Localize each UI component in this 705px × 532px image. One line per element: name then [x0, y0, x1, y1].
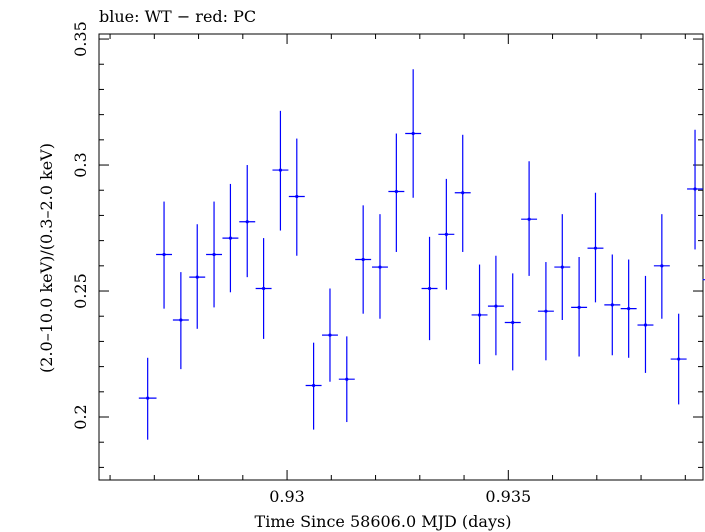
point-marker — [162, 252, 166, 257]
data-point — [222, 183, 239, 293]
data-point — [554, 214, 571, 320]
point-marker — [361, 257, 365, 262]
y-axis-label: (2.0–10.0 keV)/(0.3–2.0 keV) — [37, 143, 56, 373]
point-marker — [660, 264, 664, 268]
data-point — [521, 161, 538, 276]
point-marker — [511, 320, 515, 325]
x-tick-label: 0.935 — [485, 487, 531, 506]
data-point — [670, 313, 687, 405]
data-point — [272, 110, 289, 231]
data-point — [471, 264, 488, 365]
point-marker — [312, 383, 316, 388]
data-point — [438, 178, 455, 290]
plot-frame — [98, 33, 704, 481]
point-marker — [195, 275, 199, 279]
point-marker — [278, 168, 283, 172]
point-marker — [527, 217, 531, 221]
data-point — [355, 205, 372, 314]
y-tick-label: 0.35 — [71, 21, 90, 57]
point-marker — [693, 187, 697, 191]
point-marker — [577, 305, 581, 309]
data-point — [421, 236, 438, 341]
data-point — [687, 129, 703, 250]
data-point — [637, 275, 654, 373]
y-tick-label: 0.25 — [71, 273, 90, 309]
x-tick-label: 0.93 — [269, 487, 305, 506]
point-marker — [295, 194, 299, 199]
data-point — [604, 254, 621, 356]
point-marker — [610, 303, 614, 307]
point-marker — [444, 232, 448, 236]
point-marker — [345, 377, 349, 381]
point-marker — [593, 246, 598, 250]
point-marker — [427, 286, 432, 291]
point-marker — [627, 307, 631, 311]
chart-title: blue: WT − red: PC — [99, 7, 256, 26]
point-marker — [212, 252, 216, 257]
point-marker — [179, 318, 183, 322]
data-point — [288, 138, 305, 256]
point-marker — [677, 357, 681, 361]
data-point — [587, 192, 604, 303]
data-point — [156, 201, 173, 309]
point-marker — [378, 265, 382, 269]
data-point — [388, 133, 405, 252]
data-point — [405, 69, 422, 198]
data-point — [487, 255, 504, 356]
data-point — [537, 262, 554, 361]
y-axis-ticks: 0.2 0.25 0.3 0.35 — [71, 21, 703, 468]
data-point — [653, 214, 670, 319]
data-point — [138, 357, 157, 440]
x-axis-label: Time Since 58606.0 MJD (days) — [255, 512, 512, 531]
data-point — [322, 288, 338, 382]
data-point — [305, 342, 322, 430]
data-point — [504, 273, 521, 371]
point-marker — [560, 265, 564, 269]
data-point — [620, 259, 637, 358]
data-point — [189, 224, 206, 329]
data-point — [454, 134, 471, 252]
data-point — [172, 272, 189, 370]
data-point — [255, 238, 272, 339]
point-marker — [328, 333, 332, 337]
data-points — [138, 69, 705, 440]
data-point — [372, 214, 388, 319]
data-point — [338, 336, 355, 423]
data-point — [239, 165, 256, 278]
point-marker — [461, 191, 465, 195]
data-point — [571, 257, 588, 357]
point-marker — [544, 309, 548, 313]
point-marker — [411, 131, 415, 136]
data-point — [206, 201, 223, 308]
point-marker — [146, 396, 150, 400]
point-marker — [477, 313, 482, 317]
point-marker — [494, 304, 498, 308]
point-marker — [643, 323, 648, 327]
point-marker — [245, 220, 249, 224]
y-tick-label: 0.3 — [71, 152, 90, 177]
y-tick-label: 0.2 — [71, 404, 90, 429]
point-marker — [394, 189, 398, 194]
point-marker — [262, 286, 266, 291]
point-marker — [228, 236, 233, 240]
x-axis-ticks: 0.93 0.935 — [109, 34, 686, 506]
